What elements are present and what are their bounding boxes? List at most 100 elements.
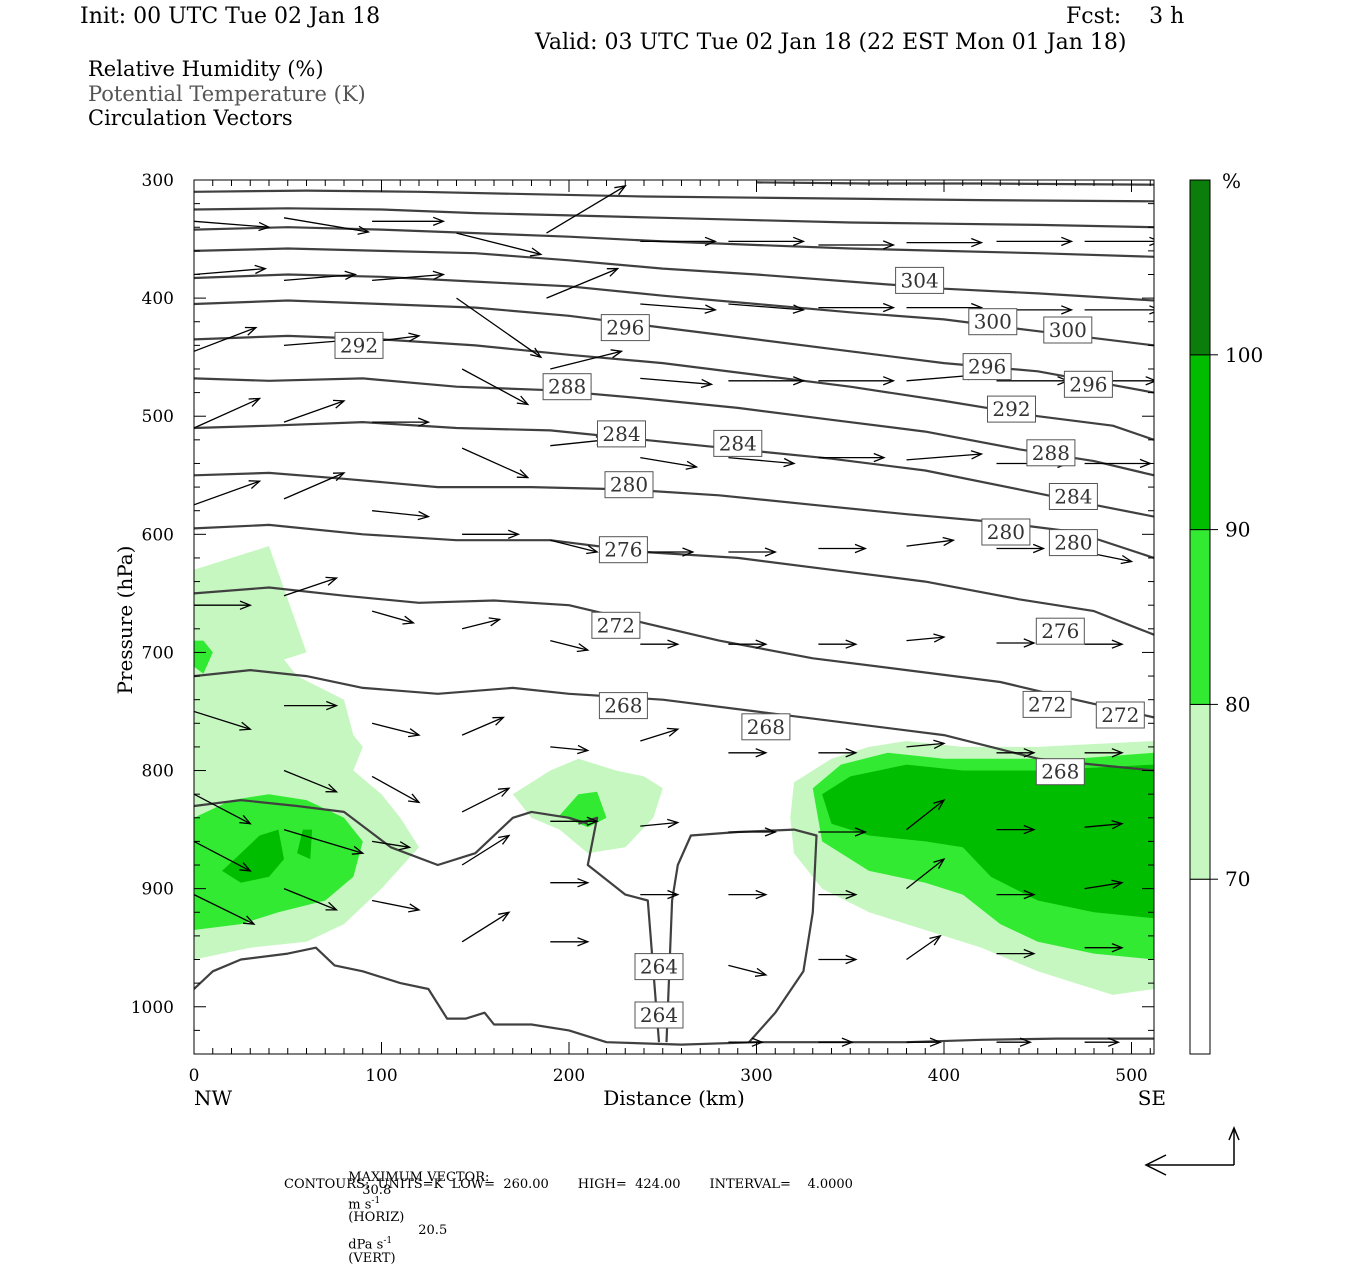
rh-region-90-9	[222, 829, 284, 883]
circulation-vector	[818, 748, 858, 758]
circulation-vector	[818, 302, 896, 313]
circulation-vector	[1084, 305, 1154, 315]
contour-label: 272	[591, 611, 641, 639]
contour-label: 284	[597, 420, 646, 448]
circulation-vector	[640, 889, 680, 900]
contour-label: 264	[634, 1001, 684, 1029]
contour-label: 268	[598, 692, 648, 720]
x-tick-label: 100	[365, 1066, 397, 1086]
vert-tag: (VERT)	[348, 1250, 396, 1266]
theta-contour-272-5	[194, 586, 1154, 719]
circulation-vector	[194, 840, 252, 872]
circulation-vector	[996, 1037, 1033, 1047]
svg-text:272: 272	[1028, 692, 1066, 716]
circulation-vector	[818, 452, 886, 463]
y-tick-label: 700	[142, 643, 174, 663]
theta-contour-284-8	[194, 421, 1154, 518]
circulation-vector	[818, 543, 868, 554]
circulation-vector	[194, 793, 252, 825]
colorbar-segment	[1189, 179, 1211, 356]
circulation-vector	[996, 543, 1046, 554]
reference-vector-key	[1144, 1126, 1240, 1176]
colorbar-level-label: 100	[1225, 343, 1263, 367]
circulation-vector	[461, 911, 511, 943]
circulation-vector	[283, 769, 339, 793]
max-vector-line: MAXIMUM VECTOR: 30.8 m s-1 (HORIZ) 20.5 …	[340, 1158, 489, 1265]
contour-label: 272	[1022, 690, 1072, 718]
contour-label: 284	[1048, 483, 1098, 510]
valid-time: Valid: 03 UTC Tue 02 Jan 18 (22 EST Mon …	[535, 30, 1127, 55]
circulation-vector	[283, 887, 339, 911]
circulation-vector	[283, 576, 339, 597]
svg-text:292: 292	[992, 397, 1030, 421]
y-tick-label: 900	[142, 880, 174, 900]
y-tick-label: 300	[142, 171, 174, 191]
circulation-vector	[996, 824, 1036, 835]
theta-contour-264-2	[665, 828, 818, 1043]
circulation-vector	[640, 377, 714, 389]
circulation-vector	[640, 547, 695, 557]
circulation-vector	[550, 539, 599, 555]
theta-contour-276-6	[194, 523, 1154, 636]
contour-label: 296	[600, 314, 650, 342]
field-rh-label: Relative Humidity (%)	[88, 57, 324, 81]
circulation-vector	[728, 889, 768, 900]
circulation-vector	[550, 744, 590, 755]
circulation-vector	[996, 948, 1036, 959]
max-vector-label: MAXIMUM VECTOR:	[348, 1170, 490, 1185]
contour-label: 280	[604, 471, 654, 499]
colorbar-level-label: 70	[1225, 867, 1250, 891]
circulation-vector	[1084, 819, 1124, 830]
circulation-vector	[906, 739, 946, 749]
circulation-vector	[996, 748, 1036, 758]
circulation-vector	[640, 639, 680, 649]
circulation-vector	[550, 878, 590, 888]
svg-text:276: 276	[604, 538, 642, 562]
vert-value: 20.5	[418, 1223, 448, 1239]
circulation-vector	[371, 722, 421, 738]
circulation-vector	[461, 617, 502, 630]
contours-info: CONTOURS: UNITS=K LOW= 260.00 HIGH= 424.…	[284, 1177, 853, 1192]
contour-label-layer: 292 296 288 284 284 280 276 272 268 268 264 264 304 3…	[334, 266, 1145, 1029]
circulation-vector	[728, 964, 768, 977]
contour-label: 276	[598, 536, 648, 564]
field-vectors-label: Circulation Vectors	[88, 106, 293, 130]
colorbar-segment	[1189, 529, 1211, 705]
init-time: Init: 00 UTC Tue 02 Jan 18	[80, 4, 381, 29]
circulation-vector	[194, 264, 268, 276]
circulation-vector	[818, 889, 858, 900]
y-tick-label: 800	[142, 762, 174, 782]
x-end-label-left: NW	[194, 1086, 233, 1110]
x-tick-label: 400	[928, 1066, 960, 1086]
circulation-vector	[371, 775, 421, 804]
rh-fill-layer	[194, 546, 1154, 995]
svg-text:268: 268	[747, 715, 785, 739]
contour-label: 276	[1035, 617, 1085, 645]
svg-text:268: 268	[604, 694, 642, 718]
circulation-vector	[283, 217, 371, 235]
circulation-vector	[728, 748, 768, 758]
circulation-vector	[906, 1037, 943, 1047]
circulation-vector	[550, 639, 590, 653]
circulation-vector	[1084, 639, 1124, 649]
circulation-vector	[550, 349, 624, 370]
circulation-vector	[550, 937, 590, 947]
circulation-vector	[371, 840, 412, 851]
contour-label: 296	[962, 353, 1012, 381]
x-axis-label: Distance (km)	[603, 1086, 745, 1110]
circulation-vector	[640, 818, 680, 829]
circulation-vector	[728, 236, 806, 247]
circulation-vector	[818, 954, 858, 965]
circulation-vector	[194, 326, 258, 352]
rh-region-70-1	[194, 546, 307, 688]
theta-contour-264-1	[578, 816, 661, 1043]
horiz-value: 30.8	[362, 1183, 392, 1198]
svg-text:272: 272	[1101, 703, 1139, 727]
circulation-vector	[728, 827, 778, 837]
contour-label: 292	[334, 331, 384, 359]
circulation-vector	[1084, 942, 1124, 953]
svg-text:296: 296	[968, 355, 1006, 379]
circulation-vector	[1084, 1037, 1121, 1047]
colorbar-level-label: 90	[1225, 518, 1250, 542]
circulation-vector	[640, 236, 718, 247]
